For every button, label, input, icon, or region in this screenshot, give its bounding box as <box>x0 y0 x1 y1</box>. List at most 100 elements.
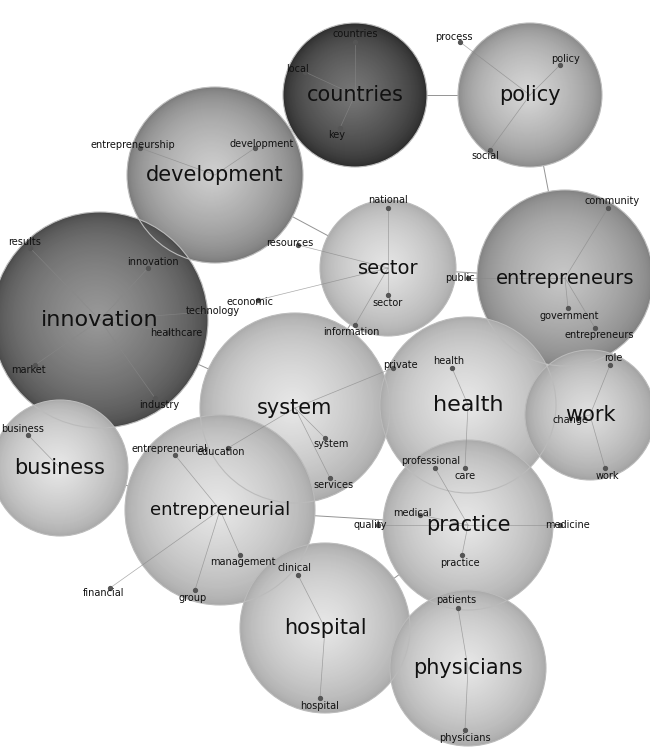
Circle shape <box>313 616 334 637</box>
Circle shape <box>496 209 628 341</box>
Circle shape <box>488 201 638 351</box>
Circle shape <box>377 257 396 276</box>
Text: economic: economic <box>227 297 274 307</box>
Circle shape <box>206 319 382 494</box>
Circle shape <box>543 257 581 294</box>
Circle shape <box>422 622 506 706</box>
Circle shape <box>324 627 326 629</box>
Circle shape <box>274 577 368 671</box>
Circle shape <box>2 222 194 414</box>
Text: care: care <box>454 471 475 481</box>
Circle shape <box>51 459 66 474</box>
Circle shape <box>341 81 366 106</box>
Circle shape <box>241 544 409 712</box>
Circle shape <box>170 130 252 212</box>
Circle shape <box>321 624 328 631</box>
Text: social: social <box>471 151 499 162</box>
Circle shape <box>46 265 145 365</box>
Circle shape <box>545 258 580 293</box>
Circle shape <box>477 42 578 142</box>
Circle shape <box>135 95 291 252</box>
Circle shape <box>254 367 328 440</box>
Circle shape <box>589 414 591 416</box>
Circle shape <box>393 592 543 742</box>
Circle shape <box>432 369 497 434</box>
Circle shape <box>324 204 450 330</box>
Circle shape <box>130 420 308 598</box>
Circle shape <box>503 216 619 333</box>
Circle shape <box>448 506 482 539</box>
Circle shape <box>98 318 101 321</box>
Circle shape <box>180 470 252 542</box>
Circle shape <box>145 105 280 239</box>
Circle shape <box>203 163 224 184</box>
Circle shape <box>179 139 243 203</box>
Circle shape <box>293 33 413 154</box>
Circle shape <box>482 47 572 137</box>
Circle shape <box>224 337 359 472</box>
Circle shape <box>212 325 374 487</box>
Circle shape <box>170 461 261 551</box>
Circle shape <box>327 67 377 118</box>
Circle shape <box>307 610 339 642</box>
Circle shape <box>177 137 245 205</box>
Circle shape <box>151 111 272 232</box>
Text: sector: sector <box>358 258 419 277</box>
Circle shape <box>274 577 369 672</box>
Circle shape <box>0 408 117 525</box>
Circle shape <box>325 65 379 119</box>
Circle shape <box>552 265 574 288</box>
Circle shape <box>553 378 621 446</box>
Text: practice: practice <box>441 558 480 568</box>
Circle shape <box>213 503 225 515</box>
Circle shape <box>467 32 590 154</box>
Circle shape <box>422 479 507 564</box>
Circle shape <box>341 221 430 309</box>
Circle shape <box>307 47 397 137</box>
Circle shape <box>426 626 502 703</box>
Circle shape <box>0 404 123 531</box>
Circle shape <box>382 262 392 272</box>
Circle shape <box>514 227 608 321</box>
Circle shape <box>549 261 577 290</box>
Circle shape <box>306 608 339 643</box>
Circle shape <box>350 230 420 300</box>
Circle shape <box>441 377 489 426</box>
Circle shape <box>343 82 364 104</box>
Circle shape <box>47 455 70 477</box>
Circle shape <box>566 391 608 434</box>
Circle shape <box>448 648 483 683</box>
Circle shape <box>406 462 525 581</box>
Circle shape <box>141 431 293 583</box>
Text: policy: policy <box>499 85 561 105</box>
Circle shape <box>68 288 125 345</box>
Circle shape <box>462 27 597 162</box>
Circle shape <box>419 619 510 710</box>
Circle shape <box>289 402 299 412</box>
Circle shape <box>370 249 402 282</box>
Circle shape <box>192 482 242 532</box>
Text: practice: practice <box>426 515 510 535</box>
Text: results: results <box>8 237 41 247</box>
Circle shape <box>268 571 374 678</box>
Circle shape <box>554 380 619 445</box>
Circle shape <box>444 381 486 423</box>
Circle shape <box>380 260 394 273</box>
Circle shape <box>321 61 382 122</box>
Circle shape <box>220 333 365 477</box>
Circle shape <box>510 222 613 326</box>
Text: information: information <box>323 327 379 337</box>
Circle shape <box>194 154 231 191</box>
Circle shape <box>205 165 222 182</box>
Circle shape <box>1 221 196 416</box>
Circle shape <box>211 500 227 517</box>
Circle shape <box>354 234 415 296</box>
Circle shape <box>445 645 486 686</box>
Circle shape <box>214 327 371 484</box>
Circle shape <box>288 28 420 160</box>
Circle shape <box>259 562 385 688</box>
Circle shape <box>133 423 304 594</box>
Circle shape <box>30 438 84 492</box>
Circle shape <box>326 207 447 327</box>
Circle shape <box>66 286 126 346</box>
